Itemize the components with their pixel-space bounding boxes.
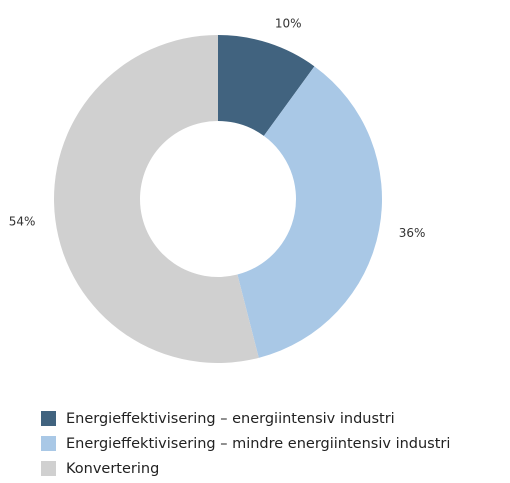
legend-label: Konvertering (66, 460, 160, 477)
legend-label: Energieffektivisering – energiintensiv i… (66, 410, 395, 427)
legend-swatch (41, 411, 56, 426)
slice-energiintensiv (218, 35, 315, 136)
donut-chart: 10% 36% 54% (9, 17, 426, 364)
legend-swatch (41, 461, 56, 476)
legend-item-konvertering: Konvertering (41, 456, 450, 481)
slice-mindre-energiintensiv (237, 66, 382, 358)
legend-item-energiintensiv: Energieffektivisering – energiintensiv i… (41, 406, 450, 431)
data-label-mindre-energiintensiv: 36% (399, 226, 426, 240)
data-label-energiintensiv: 10% (275, 17, 302, 31)
legend-label: Energieffektivisering – mindre energiint… (66, 435, 451, 452)
data-label-konvertering: 54% (9, 215, 36, 229)
legend-item-mindre-energiintensiv: Energieffektivisering – mindre energiint… (41, 431, 450, 456)
legend-swatch (41, 436, 56, 451)
legend: Energieffektivisering – energiintensiv i… (41, 406, 450, 481)
slice-konvertering (53, 35, 259, 364)
